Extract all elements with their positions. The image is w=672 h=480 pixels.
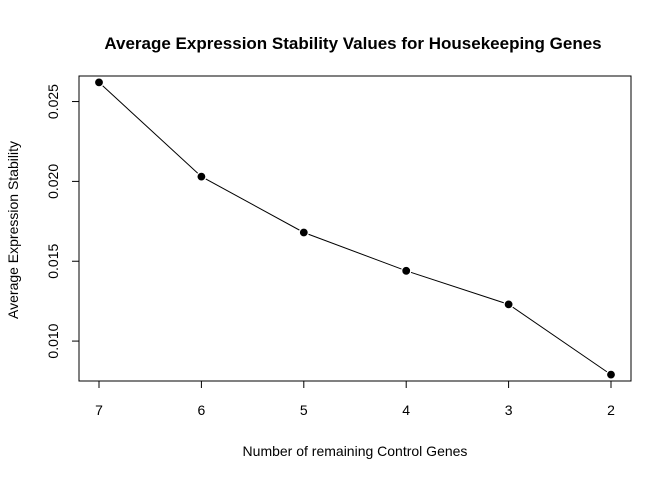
data-point <box>605 369 617 380</box>
data-point <box>503 299 514 310</box>
data-point <box>401 265 412 276</box>
x-tick-label: 5 <box>300 402 308 418</box>
data-point <box>196 171 207 182</box>
x-tick-label: 4 <box>402 402 410 418</box>
x-tick-label: 2 <box>607 402 615 418</box>
x-tick-label: 6 <box>198 402 206 418</box>
y-axis-label: Average Expression Stability <box>5 141 21 319</box>
y-tick-label: 0.010 <box>45 323 61 358</box>
data-point <box>93 77 105 88</box>
x-axis: 7 6 5 4 3 2 <box>95 380 615 418</box>
y-axis: 0.010 0.015 0.020 0.025 <box>45 84 80 359</box>
y-tick-label: 0.020 <box>45 164 61 199</box>
series-line <box>98 82 612 376</box>
data-series <box>93 77 617 380</box>
x-tick-label: 7 <box>95 402 103 418</box>
plot-frame <box>78 75 632 382</box>
data-point <box>298 227 309 238</box>
y-tick-label: 0.015 <box>45 244 61 279</box>
chart-title: Average Expression Stability Values for … <box>104 34 601 53</box>
y-tick-label: 0.025 <box>45 84 61 119</box>
x-tick-label: 3 <box>505 402 513 418</box>
x-axis-label: Number of remaining Control Genes <box>243 443 468 459</box>
